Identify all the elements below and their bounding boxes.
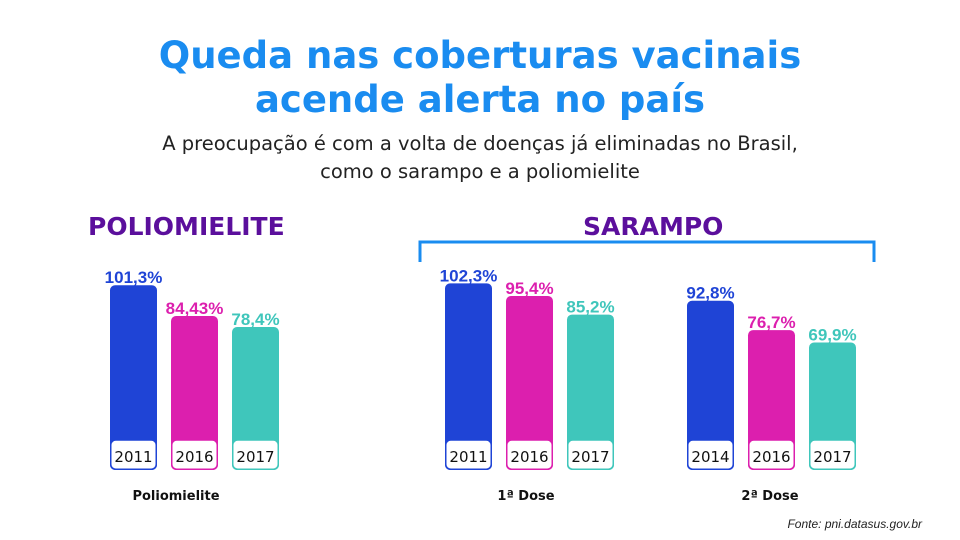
data-label-2-1: 76,7% <box>747 313 795 332</box>
tick-label-0-2: 2017 <box>236 448 274 466</box>
subtitle-line-1: A preocupação é com a volta de doenças j… <box>162 132 798 155</box>
bar-2-0 <box>687 300 734 470</box>
year-box-0-1 <box>171 439 218 470</box>
bar-0-0 <box>110 285 157 470</box>
chart-title: Queda nas coberturas vacinais acende ale… <box>0 34 960 122</box>
tick-label-0-0: 2011 <box>114 448 152 466</box>
year-box-1-2 <box>567 439 614 470</box>
tick-label-2-1: 2016 <box>752 448 790 466</box>
tick-label-1-2: 2017 <box>571 448 609 466</box>
sarampo-bracket <box>418 240 876 262</box>
section-title-poliomielite: POLIOMIELITE <box>88 212 285 241</box>
year-box-2-2 <box>809 439 856 470</box>
chart-subtitle: A preocupação é com a volta de doenças j… <box>0 130 960 186</box>
bar-0-2 <box>232 326 279 470</box>
data-label-0-1: 84,43% <box>166 299 224 318</box>
bar-0-1 <box>171 315 218 470</box>
subtitle-line-2: como o sarampo e a poliomielite <box>320 160 640 183</box>
year-box-1-1 <box>506 439 553 470</box>
year-box-1-0 <box>445 439 492 470</box>
tick-label-2-2: 2017 <box>813 448 851 466</box>
year-box-2-0 <box>687 439 734 470</box>
data-label-1-1: 95,4% <box>505 279 553 298</box>
title-line-2: acende alerta no país <box>254 78 706 121</box>
source-note: Fonte: pni.datasus.gov.br <box>787 517 922 531</box>
group-label-2a-dose: 2ª Dose <box>741 489 799 504</box>
data-label-0-2: 78,4% <box>231 310 279 329</box>
section-title-sarampo: SARAMPO <box>583 212 724 241</box>
data-label-2-2: 69,9% <box>808 326 856 345</box>
bar-1-0 <box>445 283 492 470</box>
bar-1-1 <box>506 295 553 470</box>
bar-2-2 <box>809 342 856 470</box>
year-box-2-1 <box>748 439 795 470</box>
title-line-1: Queda nas coberturas vacinais <box>158 34 802 77</box>
data-label-2-0: 92,8% <box>686 284 734 303</box>
tick-label-1-0: 2011 <box>449 448 487 466</box>
data-label-0-0: 101,3% <box>105 268 163 287</box>
bar-1-2 <box>567 314 614 470</box>
tick-label-0-1: 2016 <box>175 448 213 466</box>
tick-label-1-1: 2016 <box>510 448 548 466</box>
group-label-poliomielite: Poliomielite <box>132 489 220 504</box>
bar-2-1 <box>748 330 795 470</box>
group-label-1a-dose: 1ª Dose <box>497 489 555 504</box>
data-label-1-2: 85,2% <box>566 298 614 317</box>
year-box-0-2 <box>232 439 279 470</box>
data-label-1-0: 102,3% <box>440 266 498 285</box>
year-box-0-0 <box>110 439 157 470</box>
tick-label-2-0: 2014 <box>691 448 729 466</box>
